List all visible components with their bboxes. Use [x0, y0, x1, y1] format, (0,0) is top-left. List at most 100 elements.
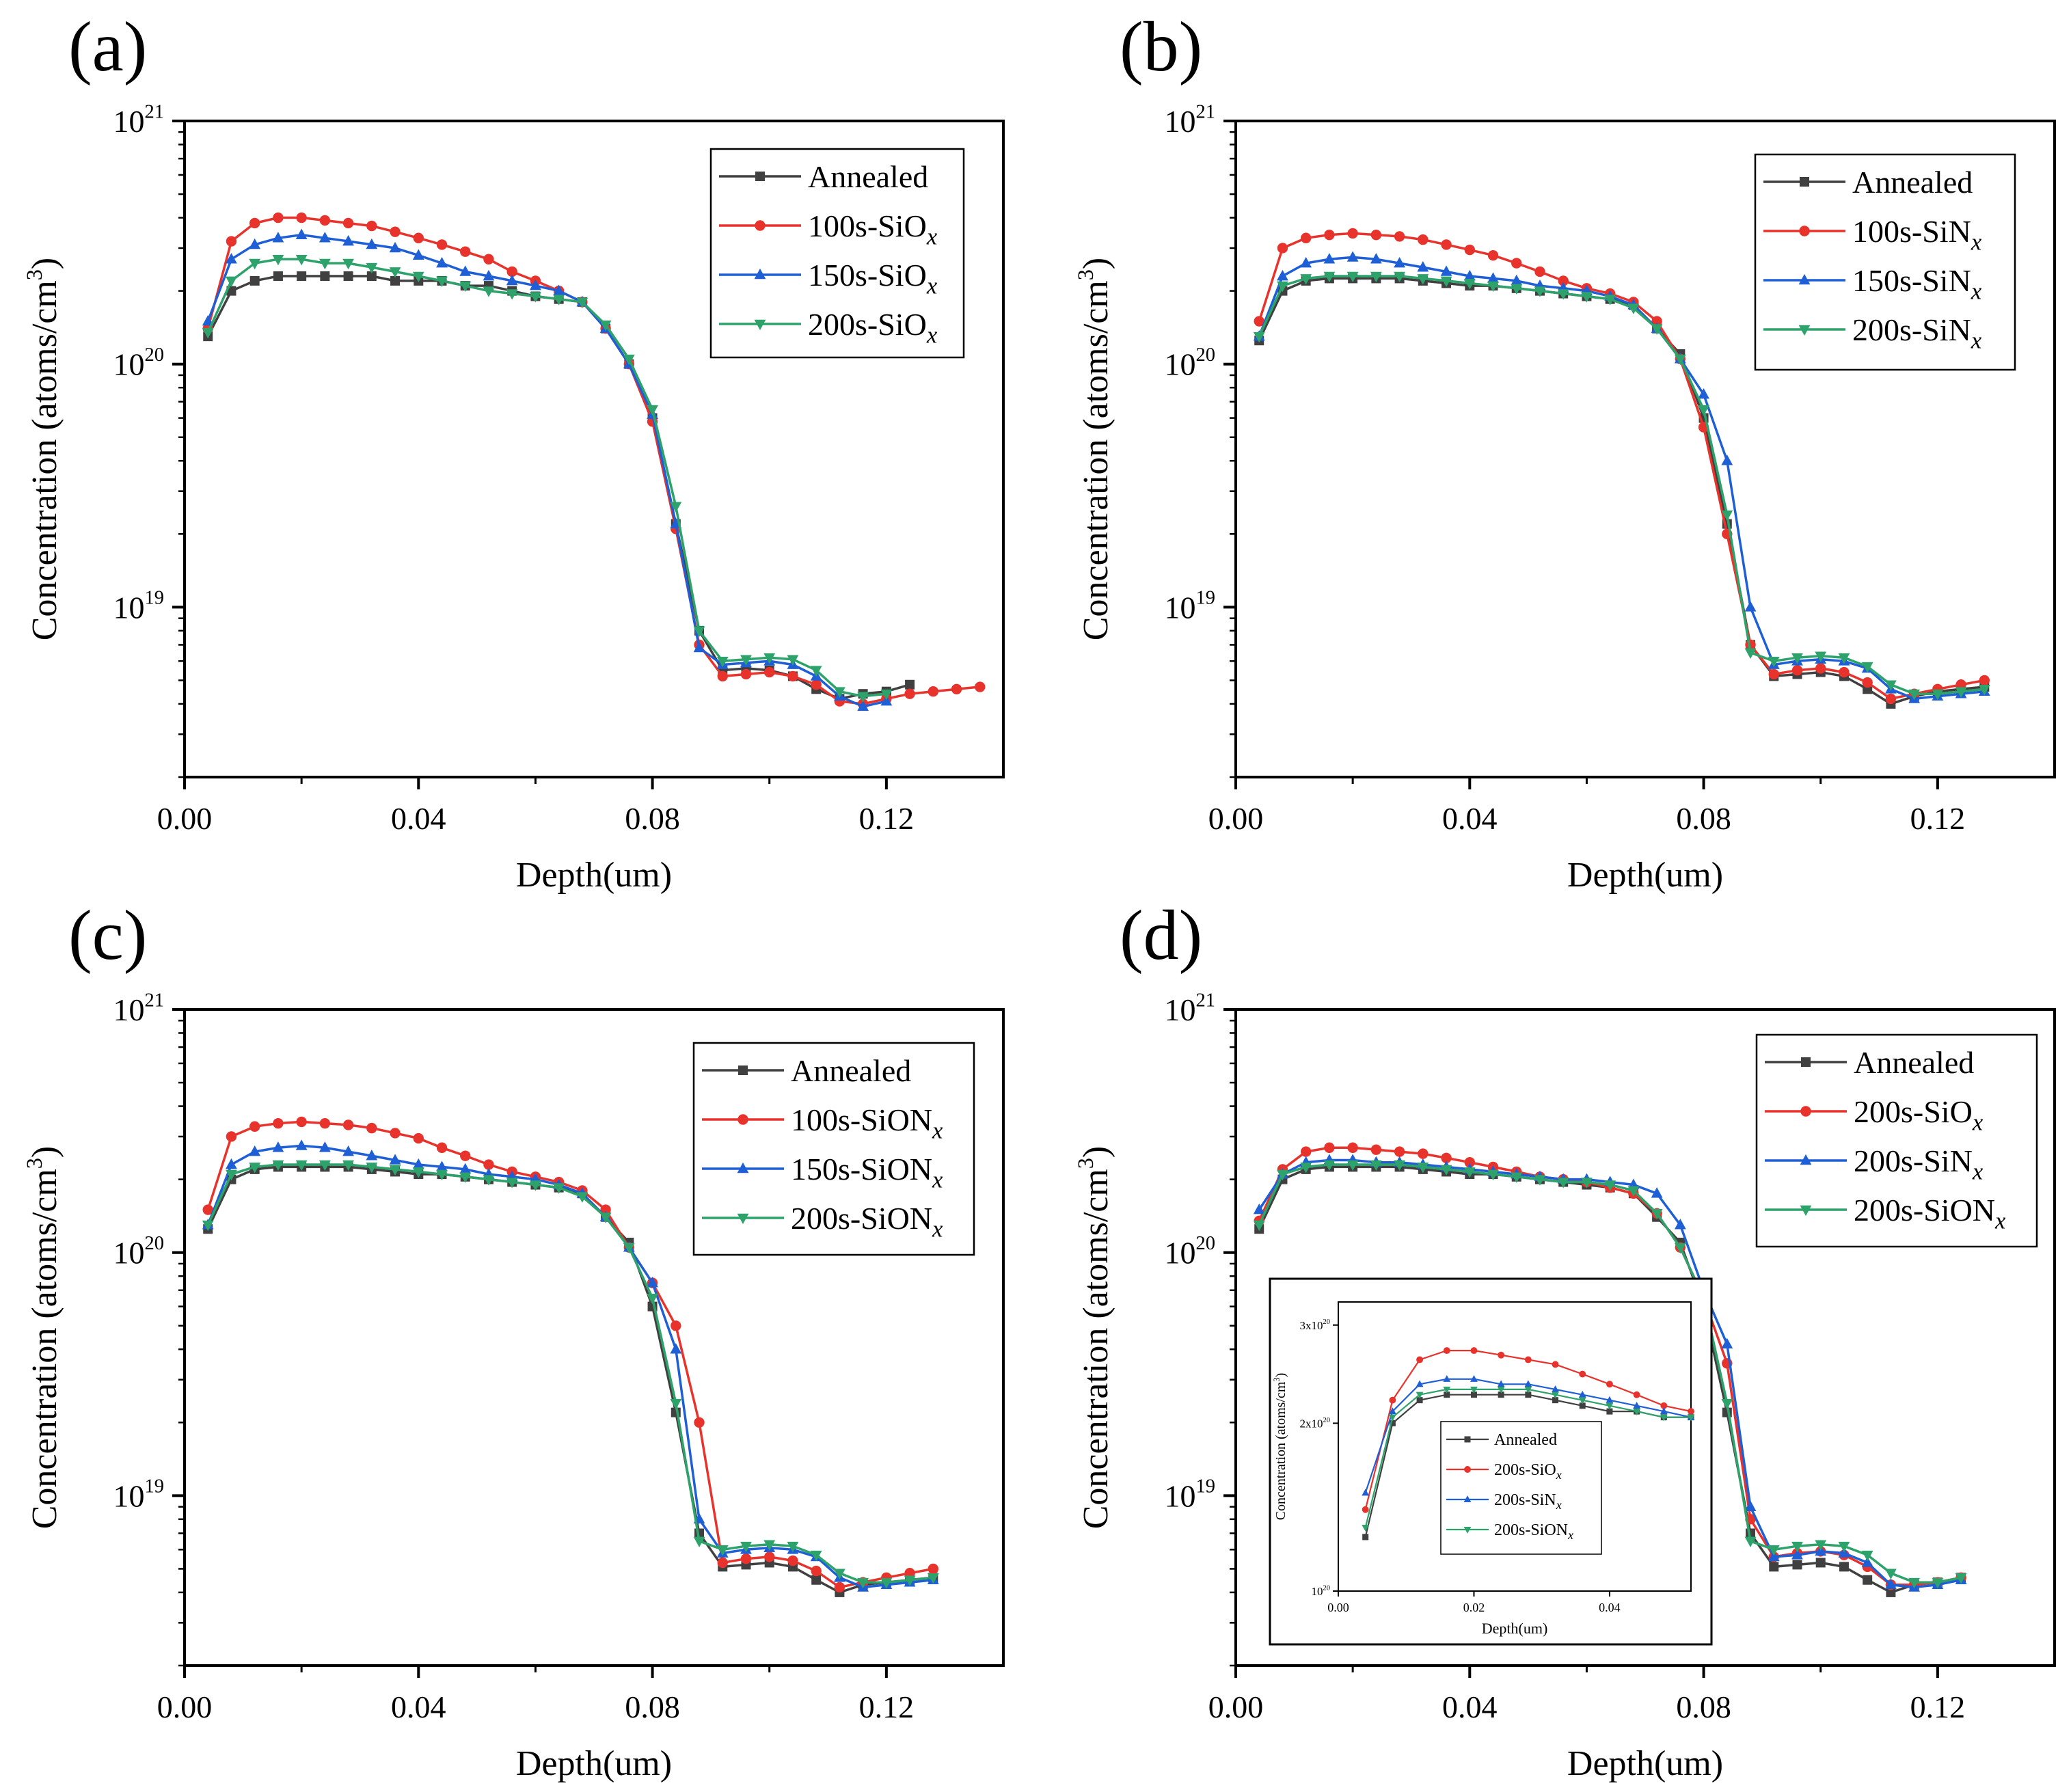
data-point	[273, 212, 284, 223]
data-point	[226, 1158, 237, 1169]
data-point	[319, 1160, 331, 1171]
data-point	[483, 1175, 495, 1186]
data-point	[1370, 229, 1382, 241]
data-point	[1838, 1541, 1850, 1553]
inset-data-point	[1524, 1356, 1532, 1363]
data-point	[1534, 1175, 1546, 1186]
data-point	[857, 1577, 869, 1589]
data-point	[811, 1565, 822, 1577]
data-point	[390, 275, 401, 286]
y-axis-label: Concentration (atoms/cm3)	[1073, 258, 1115, 641]
data-point	[436, 276, 448, 287]
inset-data-point	[1633, 1401, 1641, 1409]
y-tick-label: 1021	[1164, 990, 1215, 1027]
data-point	[740, 1541, 752, 1553]
inset-data-point	[1687, 1414, 1695, 1422]
data-point	[1698, 405, 1709, 416]
x-tick-label: 0.04	[1442, 801, 1498, 836]
plot-frame	[183, 1008, 1005, 1667]
inset-data-point	[1498, 1391, 1504, 1398]
inset-data-point	[1552, 1361, 1559, 1368]
data-point	[1932, 1577, 1944, 1589]
x-tick-label: 0.08	[1676, 1689, 1731, 1724]
inset-data-point	[1633, 1391, 1640, 1398]
data-point	[390, 1128, 401, 1139]
y-tick-label: 1021	[1164, 101, 1215, 139]
data-point	[1862, 677, 1873, 688]
data-point	[1604, 295, 1616, 306]
data-point	[249, 238, 261, 249]
x-tick-label: 0.12	[859, 1689, 915, 1724]
data-point	[320, 271, 330, 282]
data-point	[904, 688, 915, 699]
y-tick-label: 1020	[1164, 1233, 1215, 1271]
y-tick-label: 1019	[1164, 588, 1215, 625]
data-point	[1440, 265, 1452, 276]
data-point	[716, 1545, 729, 1556]
data-point	[1581, 292, 1593, 303]
series-line-3	[206, 258, 887, 698]
data-point	[857, 700, 869, 711]
data-point	[273, 271, 283, 282]
inset-data-point	[1525, 1391, 1532, 1398]
data-point	[834, 1581, 845, 1593]
series-line-2	[206, 233, 887, 708]
legend-label: 100s-SiNx	[1852, 214, 1982, 256]
data-point	[787, 1541, 799, 1553]
data-point	[483, 1159, 494, 1170]
data-point	[1346, 251, 1359, 262]
data-point	[1791, 653, 1803, 664]
data-point	[810, 1550, 822, 1562]
data-point	[319, 1117, 331, 1129]
data-point	[1464, 1157, 1475, 1168]
data-point	[460, 1150, 471, 1161]
data-point	[764, 666, 775, 678]
data-point	[249, 1145, 261, 1156]
data-point	[412, 1167, 424, 1178]
inset-data-point	[1579, 1370, 1586, 1378]
legend-marker	[737, 1213, 749, 1225]
inset-data-point	[1498, 1351, 1505, 1359]
data-point	[342, 234, 354, 246]
data-point	[295, 1160, 308, 1171]
x-axis-label: Depth(um)	[516, 856, 672, 895]
inset-data-point	[1579, 1402, 1586, 1409]
data-point	[436, 256, 448, 268]
data-point	[811, 679, 822, 690]
data-point	[1768, 656, 1780, 668]
inset-data-point	[1524, 1386, 1532, 1394]
plot-frame	[1234, 1008, 2056, 1667]
data-point	[272, 254, 284, 266]
panel-b: (b) 0.00 0.04 0.08 0.12 1019 1020 1021 Depth(um)…	[1073, 8, 2056, 895]
data-point	[763, 653, 776, 664]
legend-label: Annealed	[808, 159, 928, 194]
data-point	[1674, 1243, 1686, 1254]
data-point	[342, 1145, 354, 1156]
data-point	[1300, 1163, 1312, 1173]
data-point	[740, 655, 752, 666]
data-point	[459, 281, 472, 293]
data-point	[413, 1132, 424, 1144]
legend-label: 150s-SiOx	[808, 258, 938, 299]
data-point	[1651, 1208, 1663, 1220]
data-point	[1487, 249, 1499, 261]
data-point	[1558, 275, 1569, 286]
data-point	[810, 666, 822, 677]
data-point	[249, 1163, 261, 1173]
data-point	[436, 1160, 448, 1171]
x-tick-label: 0.08	[1676, 801, 1731, 836]
data-point	[1955, 1573, 1967, 1584]
y-tick-label: 1021	[113, 101, 164, 139]
data-point	[506, 274, 518, 286]
data-point	[1744, 648, 1757, 660]
inset-x-tick-label: 0.04	[1599, 1601, 1621, 1614]
data-point	[1885, 693, 1897, 705]
data-point	[1861, 1556, 1873, 1567]
inset-legend-label: 200s-SiONx	[1494, 1521, 1573, 1542]
y-tick-label: 1020	[1164, 344, 1215, 382]
data-point	[1440, 1165, 1452, 1176]
data-point	[1698, 388, 1709, 399]
x-tick-label: 0.00	[1208, 1689, 1264, 1724]
data-point	[366, 220, 377, 232]
